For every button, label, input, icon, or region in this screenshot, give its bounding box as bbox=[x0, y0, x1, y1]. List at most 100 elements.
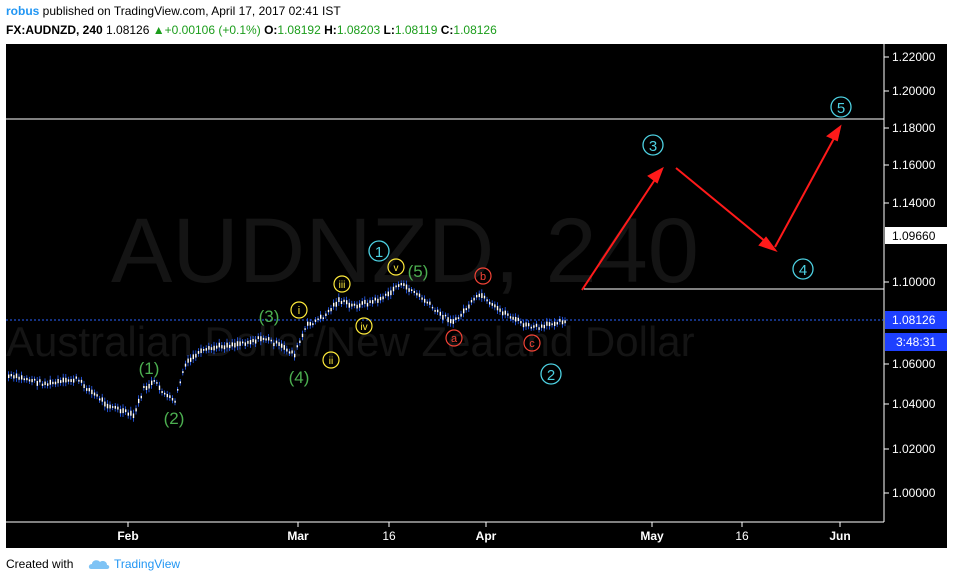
close-value: 1.08126 bbox=[453, 23, 497, 37]
svg-text:ii: ii bbox=[329, 356, 333, 367]
candle-body bbox=[31, 378, 33, 383]
author-name[interactable]: robus bbox=[6, 4, 40, 18]
watermark-symbol: AUDNZD, 240 bbox=[111, 200, 699, 302]
candle-body bbox=[130, 410, 132, 416]
candle-body bbox=[452, 319, 454, 324]
candle-body bbox=[447, 317, 449, 323]
projection-arrows[interactable] bbox=[581, 124, 842, 291]
candle-body bbox=[88, 388, 90, 392]
candle-body bbox=[395, 285, 397, 288]
symbol-info-bar: FX:AUDNZD, 240 1.08126 ▲+0.00106 (+0.1%)… bbox=[6, 23, 497, 37]
candle-body bbox=[291, 350, 293, 354]
candle-body bbox=[36, 380, 38, 386]
wave-label-green-3: (3) bbox=[259, 307, 280, 326]
candle-body bbox=[73, 378, 75, 383]
candle-body bbox=[340, 301, 343, 304]
candle-body bbox=[502, 311, 504, 316]
candle-body bbox=[543, 324, 545, 329]
candle-body bbox=[231, 342, 233, 347]
price-tick: 1.18000 bbox=[892, 121, 936, 135]
candle-body bbox=[515, 316, 517, 322]
candle-body bbox=[403, 283, 405, 286]
candle-body bbox=[551, 323, 553, 326]
candle-body bbox=[364, 299, 366, 304]
candle-body bbox=[481, 293, 483, 299]
candle-body bbox=[112, 406, 114, 408]
candle-body bbox=[166, 393, 168, 398]
candle-body bbox=[489, 301, 491, 305]
candle-body bbox=[15, 373, 18, 379]
candle-body bbox=[353, 303, 356, 306]
candle-body bbox=[465, 308, 467, 311]
candle-body bbox=[450, 319, 452, 324]
tradingview-logo[interactable]: TradingView bbox=[88, 557, 180, 571]
candle-body bbox=[507, 313, 509, 316]
svg-text:i: i bbox=[298, 305, 300, 317]
candle-body bbox=[548, 322, 551, 327]
candle-body bbox=[260, 336, 262, 342]
candle-body bbox=[530, 326, 532, 329]
candle-body bbox=[429, 301, 431, 305]
candle-body bbox=[325, 313, 327, 317]
candle-body bbox=[221, 345, 223, 349]
candle-body bbox=[182, 371, 184, 374]
wave-label-yellow-iv: iv bbox=[355, 317, 373, 335]
candle-body bbox=[343, 299, 345, 302]
svg-text:5: 5 bbox=[837, 100, 845, 117]
wave-label-cyan-3: 3 bbox=[642, 134, 664, 156]
wave-label-yellow-ii: ii bbox=[322, 351, 340, 369]
candle-body bbox=[156, 382, 158, 384]
candle-body bbox=[439, 311, 441, 316]
chart-svg[interactable]: AUDNZD, 240 Australian Dollar/New Zealan… bbox=[6, 44, 947, 548]
candle-body bbox=[140, 395, 142, 399]
wave-label-cyan-5: 5 bbox=[830, 96, 852, 118]
candle-body bbox=[387, 291, 389, 297]
candle-body bbox=[78, 379, 80, 382]
wave-label-yellow-iii: iii bbox=[333, 275, 351, 293]
candle-body bbox=[463, 308, 465, 314]
open-label: O: bbox=[264, 23, 278, 37]
candle-body bbox=[244, 342, 246, 346]
candle-body bbox=[161, 391, 163, 394]
candle-body bbox=[418, 293, 421, 297]
candle-body bbox=[174, 400, 176, 403]
candle-body bbox=[41, 383, 44, 386]
candle-body bbox=[351, 303, 353, 307]
svg-text:iv: iv bbox=[360, 322, 367, 333]
candle-body bbox=[496, 305, 499, 311]
wave-label-cyan-4: 4 bbox=[792, 258, 814, 280]
arrow-to-wave-5[interactable] bbox=[774, 130, 839, 248]
candle-body bbox=[153, 380, 155, 382]
time-axis[interactable]: Feb Mar 16 Apr May 16 Jun bbox=[117, 522, 851, 543]
tradingview-cloud-icon bbox=[88, 560, 110, 569]
candle-body bbox=[257, 336, 259, 340]
candle-body bbox=[226, 342, 228, 348]
candle-body bbox=[460, 313, 462, 317]
candle-body bbox=[335, 301, 337, 307]
candle-body bbox=[379, 296, 382, 301]
svg-text:c: c bbox=[529, 338, 535, 350]
candle-body bbox=[60, 380, 62, 383]
wave-label-cyan-2: 2 bbox=[540, 363, 562, 385]
price-axis[interactable]: 1.22000 1.20000 1.18000 1.16000 1.14000 … bbox=[884, 50, 947, 500]
svg-text:iii: iii bbox=[339, 280, 346, 291]
candle-body bbox=[236, 341, 239, 347]
candle-body bbox=[400, 283, 402, 286]
low-value: 1.08119 bbox=[394, 23, 438, 37]
price-tick: 1.00000 bbox=[892, 486, 936, 500]
arrow-to-wave-4[interactable] bbox=[675, 167, 773, 248]
close-label: C: bbox=[440, 23, 454, 37]
candle-body bbox=[10, 373, 12, 377]
candle-body bbox=[205, 348, 207, 351]
candle-body bbox=[442, 315, 444, 320]
last-price: 1.08126 bbox=[106, 23, 150, 37]
candle-body bbox=[21, 375, 23, 380]
arrow-to-wave-3[interactable] bbox=[581, 171, 661, 291]
candle-body bbox=[522, 323, 525, 328]
candle-body bbox=[468, 304, 470, 309]
candle-body bbox=[171, 398, 174, 401]
candle-body bbox=[301, 333, 304, 338]
chart-area[interactable]: AUDNZD, 240 Australian Dollar/New Zealan… bbox=[6, 44, 947, 548]
candle-body bbox=[143, 385, 145, 388]
time-tick: 16 bbox=[382, 529, 396, 543]
